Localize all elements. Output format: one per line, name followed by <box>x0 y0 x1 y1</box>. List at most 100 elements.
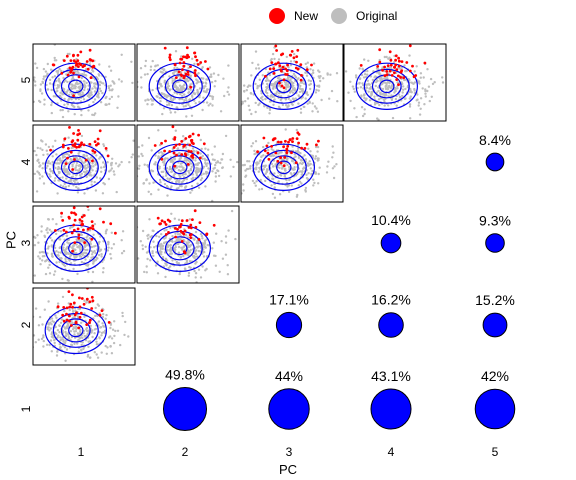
new-point <box>80 215 84 219</box>
new-point <box>70 324 73 327</box>
original-point <box>170 212 173 215</box>
original-point <box>189 243 193 247</box>
original-point <box>202 165 206 168</box>
original-point <box>61 176 64 179</box>
new-point <box>91 159 94 163</box>
original-point <box>64 260 67 263</box>
original-point <box>202 87 205 90</box>
new-point <box>68 305 72 309</box>
original-point <box>199 152 202 155</box>
original-point <box>171 235 174 238</box>
original-point <box>99 326 102 329</box>
original-point <box>270 83 274 86</box>
original-point <box>332 151 335 154</box>
original-point <box>55 261 58 264</box>
original-point <box>246 154 248 156</box>
original-point <box>207 167 210 170</box>
original-point <box>390 94 393 97</box>
original-point <box>119 88 121 90</box>
scatter-panel-5-4 <box>337 43 448 122</box>
original-point <box>55 250 58 253</box>
original-point <box>446 80 448 82</box>
original-point <box>403 78 406 82</box>
original-point <box>405 69 408 73</box>
original-point <box>413 81 417 84</box>
original-point <box>144 245 147 248</box>
original-point <box>374 84 377 88</box>
original-point <box>80 159 83 162</box>
original-point <box>215 232 218 235</box>
original-point <box>383 104 386 107</box>
original-point <box>175 88 178 91</box>
original-point <box>88 174 91 177</box>
original-point <box>188 218 192 221</box>
original-point <box>51 255 54 258</box>
new-point <box>72 71 75 75</box>
original-point <box>110 231 114 234</box>
new-point <box>193 209 197 213</box>
original-point <box>168 75 171 78</box>
original-point <box>54 79 58 83</box>
new-point <box>281 65 285 69</box>
original-point <box>243 84 246 87</box>
original-point <box>398 95 402 99</box>
original-point <box>34 307 38 310</box>
new-point <box>102 220 105 224</box>
original-point <box>422 76 425 79</box>
original-point <box>315 88 318 92</box>
original-point <box>162 107 166 110</box>
original-point <box>169 167 172 171</box>
original-point <box>219 110 223 113</box>
original-point <box>91 169 94 172</box>
new-point <box>297 141 300 145</box>
original-point <box>349 99 352 103</box>
original-point <box>99 249 102 252</box>
original-point <box>388 81 391 85</box>
original-point <box>390 84 394 87</box>
original-point <box>184 186 187 189</box>
original-point <box>244 175 247 178</box>
new-point <box>96 137 100 141</box>
original-point <box>168 165 172 169</box>
original-point <box>62 169 66 172</box>
original-point <box>68 259 71 262</box>
original-point <box>79 248 82 251</box>
overlap-label: 9.3% <box>479 213 511 229</box>
original-point <box>129 223 131 225</box>
original-point <box>204 161 207 165</box>
new-point <box>178 225 181 229</box>
new-point <box>163 149 167 153</box>
original-point <box>50 230 53 233</box>
original-point <box>113 334 116 338</box>
original-point <box>185 115 188 118</box>
original-point <box>47 245 50 248</box>
original-point <box>104 75 107 79</box>
original-point <box>146 72 149 76</box>
original-point <box>53 270 57 273</box>
original-point <box>63 165 66 169</box>
original-point <box>248 108 251 112</box>
original-point <box>59 336 62 339</box>
original-point <box>60 338 63 341</box>
original-point <box>299 84 302 88</box>
original-point <box>42 251 45 254</box>
original-point <box>166 177 169 180</box>
original-point <box>415 99 418 102</box>
new-point <box>390 74 394 77</box>
original-point <box>90 174 93 177</box>
original-point <box>84 251 88 255</box>
original-point <box>311 69 315 72</box>
original-point <box>413 89 416 92</box>
new-point <box>291 137 295 140</box>
original-point <box>326 72 329 75</box>
original-point <box>161 112 164 116</box>
original-point <box>171 170 174 173</box>
original-point <box>378 72 381 76</box>
new-point <box>77 233 81 237</box>
original-point <box>92 100 95 104</box>
new-point <box>182 61 186 64</box>
original-point <box>337 82 339 84</box>
original-point <box>145 251 149 254</box>
original-point <box>173 78 176 82</box>
original-point <box>112 243 116 246</box>
